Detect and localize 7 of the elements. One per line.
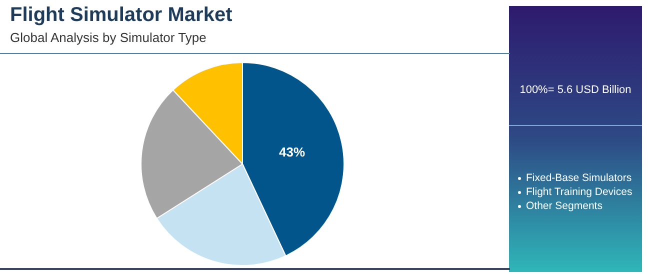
text: 100%= 5.6 USD Billion	[518, 84, 632, 96]
text: Flight Training Devices	[526, 186, 632, 198]
chart-title: Flight Simulator Market	[10, 4, 232, 27]
chart-subtitle: Global Analysis by Simulator Type	[10, 30, 206, 45]
text: Fixed-Base Simulators	[526, 172, 632, 184]
data-label: 43%	[279, 144, 306, 160]
text: Other Segments	[526, 200, 602, 212]
